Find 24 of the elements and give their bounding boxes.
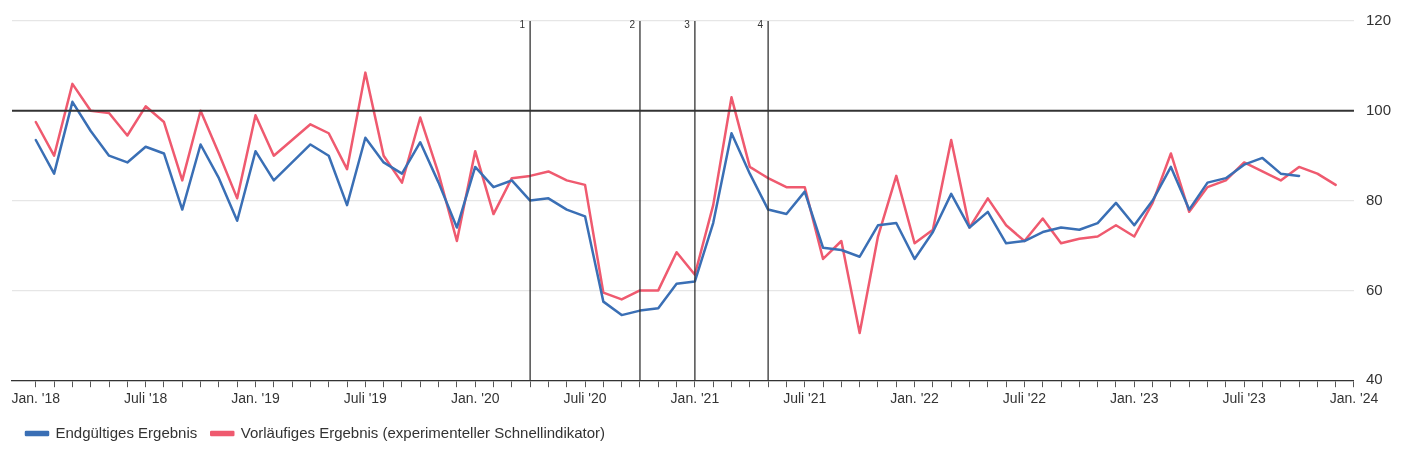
x-tick-label: Juli '21 xyxy=(783,390,827,407)
y-tick-label: 60 xyxy=(1365,280,1383,298)
x-tick-label: Jan. '20 xyxy=(450,390,500,407)
y-tick-label: 40 xyxy=(1365,370,1383,388)
x-tick-label: Jan. '19 xyxy=(231,390,280,407)
ref-line-label: 3 xyxy=(684,18,691,30)
x-tick-label: Juli '19 xyxy=(343,390,388,407)
x-tick-label: Jan. '18 xyxy=(11,390,61,407)
y-tick-label: 120 xyxy=(1365,11,1391,29)
x-tick-label: Jan. '22 xyxy=(890,390,940,407)
y-tick-label: 100 xyxy=(1365,100,1391,118)
x-tick-label: Juli '18 xyxy=(124,390,168,407)
legend-label: Vorläufiges Ergebnis (experimenteller Schnellindikator) xyxy=(240,423,606,441)
x-tick-label: Juli '20 xyxy=(563,390,607,407)
y-tick-label: 80 xyxy=(1365,190,1383,208)
x-tick-label: Jan. '23 xyxy=(1109,390,1159,407)
ref-line-label: 1 xyxy=(519,18,526,30)
x-tick-label: Juli '22 xyxy=(1002,390,1047,407)
ref-line-label: 2 xyxy=(629,18,636,30)
legend-label: Endgültiges Ergebnis xyxy=(55,423,198,441)
x-tick-label: Jan. '24 xyxy=(1329,390,1379,407)
x-tick-label: Juli '23 xyxy=(1222,390,1266,407)
x-tick-label: Jan. '21 xyxy=(670,390,720,407)
ref-line-label: 4 xyxy=(757,18,764,30)
